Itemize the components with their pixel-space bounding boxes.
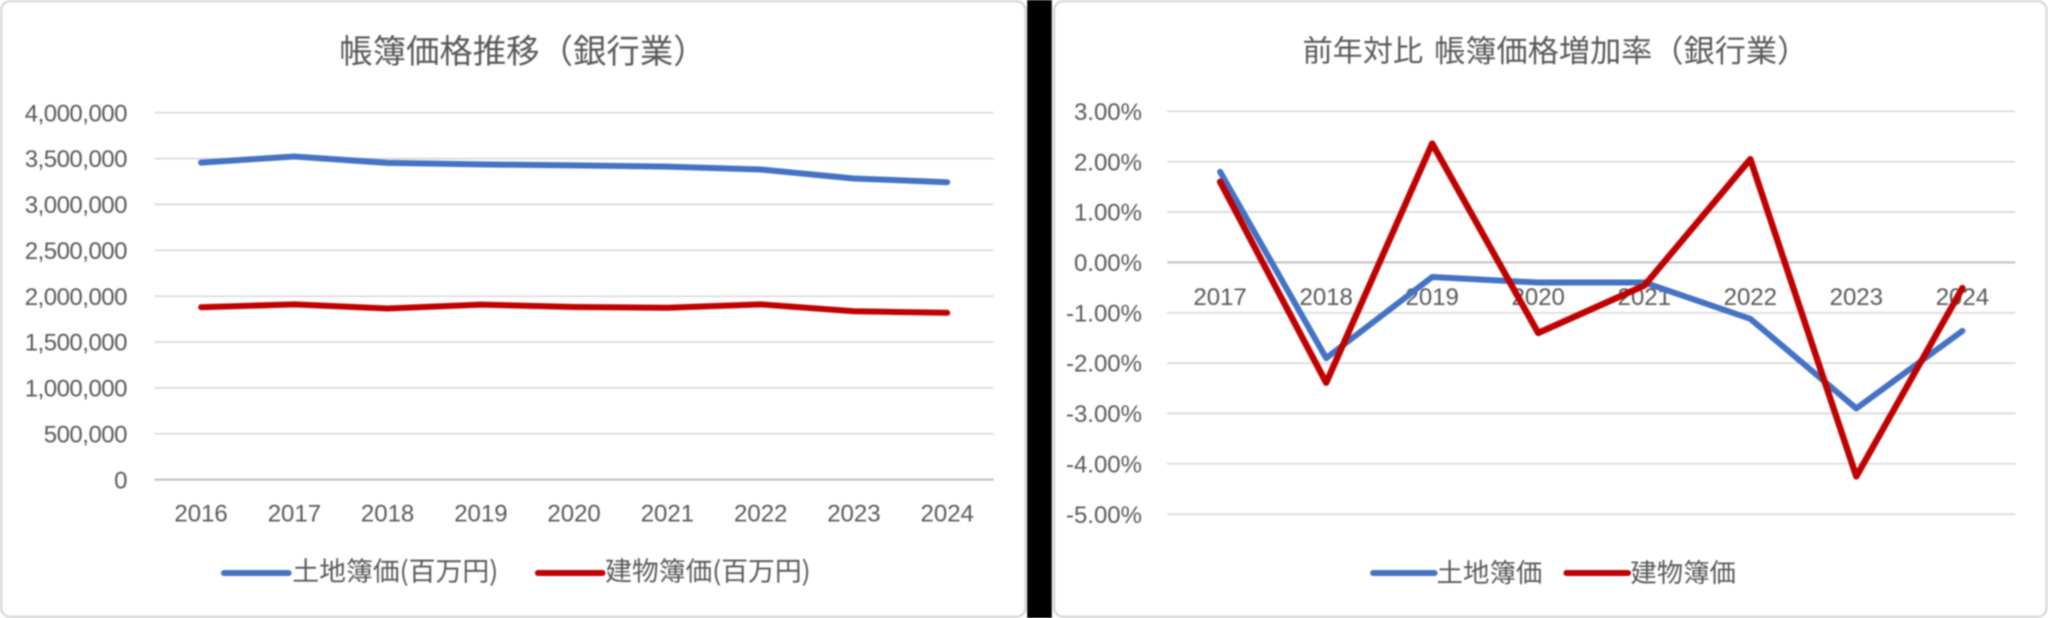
svg-text:3,500,000: 3,500,000 xyxy=(25,146,127,173)
svg-text:0: 0 xyxy=(114,467,127,494)
svg-text:2023: 2023 xyxy=(827,501,880,528)
svg-text:-5.00%: -5.00% xyxy=(1066,502,1142,529)
svg-text:1,500,000: 1,500,000 xyxy=(25,330,127,357)
svg-text:1.00%: 1.00% xyxy=(1074,200,1142,227)
svg-text:2024: 2024 xyxy=(921,501,974,528)
svg-text:2022: 2022 xyxy=(734,501,787,528)
svg-text:2018: 2018 xyxy=(361,501,414,528)
svg-text:1,000,000: 1,000,000 xyxy=(25,376,127,403)
svg-text:2,000,000: 2,000,000 xyxy=(25,284,127,311)
svg-text:-4.00%: -4.00% xyxy=(1066,451,1142,478)
svg-text:3.00%: 3.00% xyxy=(1074,99,1142,126)
svg-text:2017: 2017 xyxy=(268,501,321,528)
svg-text:3,000,000: 3,000,000 xyxy=(25,192,127,219)
svg-text:0.00%: 0.00% xyxy=(1074,250,1142,277)
svg-text:-3.00%: -3.00% xyxy=(1066,401,1142,428)
svg-text:2,500,000: 2,500,000 xyxy=(25,238,127,265)
svg-text:-2.00%: -2.00% xyxy=(1066,351,1142,378)
svg-text:2017: 2017 xyxy=(1193,284,1246,311)
svg-text:2022: 2022 xyxy=(1724,284,1777,311)
svg-text:2023: 2023 xyxy=(1830,284,1883,311)
svg-text:2016: 2016 xyxy=(174,501,227,528)
svg-text:4,000,000: 4,000,000 xyxy=(25,100,127,127)
svg-text:2020: 2020 xyxy=(547,501,600,528)
svg-text:-1.00%: -1.00% xyxy=(1066,300,1142,327)
svg-text:2.00%: 2.00% xyxy=(1074,149,1142,176)
svg-text:2018: 2018 xyxy=(1300,284,1353,311)
svg-text:500,000: 500,000 xyxy=(44,421,127,448)
svg-text:2019: 2019 xyxy=(454,501,507,528)
svg-text:2021: 2021 xyxy=(641,501,694,528)
